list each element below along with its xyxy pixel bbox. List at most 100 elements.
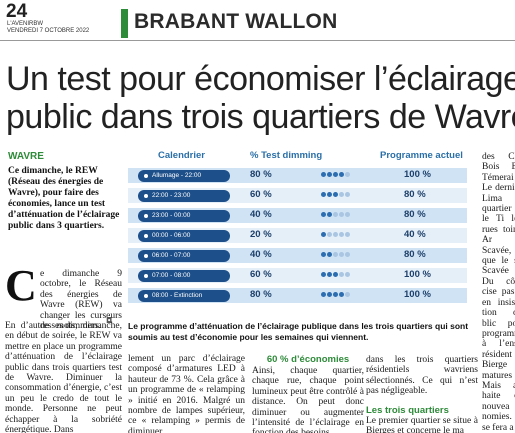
level-dot (327, 232, 332, 237)
level-dot (345, 172, 350, 177)
level-dot (339, 292, 344, 297)
current-program-value: 40 % (404, 229, 426, 240)
level-dot (345, 252, 350, 257)
level-dot (327, 252, 332, 257)
time-slot-label: 22:00 - 23:00 (152, 191, 191, 199)
test-dimming-value: 40 % (250, 209, 272, 220)
bullet-icon (144, 233, 148, 238)
level-dot (333, 172, 338, 177)
body-column-3: Ainsi, chaque quartier, chaque rue, chaq… (252, 366, 364, 433)
headline-line-2: public dans trois quartiers de Wavre (6, 98, 515, 136)
level-dot (339, 192, 344, 197)
camera-icon: ◘ (106, 316, 113, 325)
level-dot (327, 212, 332, 217)
table-row: 07:00 - 08:00 60 % 100 % (128, 268, 467, 283)
test-dimming-value: 60 % (250, 189, 272, 200)
current-program-value: 100 % (404, 289, 431, 300)
table-row: 08:00 - Extinction 80 % 100 % (128, 288, 467, 303)
time-slot-label: Allumage - 22:00 (152, 171, 202, 179)
time-slot-label: 07:00 - 08:00 (152, 271, 191, 279)
level-dot (327, 192, 332, 197)
dimming-level-indicator (321, 192, 351, 199)
dimming-level-indicator (321, 232, 351, 239)
table-row: 22:00 - 23:00 60 % 80 % (128, 188, 467, 203)
publication-name: L'AVENIRBW (7, 21, 44, 27)
level-dot (345, 292, 350, 297)
level-dot (333, 292, 338, 297)
body-column-4: dans les trois quartiers résidentiels wa… (366, 355, 478, 397)
level-dot (339, 252, 344, 257)
level-dot (321, 172, 326, 177)
time-slot-pill: 07:00 - 08:00 (138, 269, 230, 282)
table-row: 23:00 - 00:00 40 % 80 % (128, 208, 467, 223)
current-program-value: 80 % (404, 249, 426, 260)
time-slot-label: 00:00 - 06:00 (152, 231, 191, 239)
header-divider (0, 40, 515, 41)
table-row: 06:00 - 07:00 40 % 80 % (128, 248, 467, 263)
current-program-value: 100 % (404, 169, 431, 180)
table-row: Allumage - 22:00 80 % 100 % (128, 168, 467, 183)
level-dot (321, 212, 326, 217)
body-column-4b: Le premier quartier se situe à Bierges e… (366, 416, 478, 433)
test-dimming-value: 20 % (250, 229, 272, 240)
time-slot-pill: 00:00 - 06:00 (138, 229, 230, 242)
level-dot (321, 272, 326, 277)
subhead-quartiers: Les trois quartiers (366, 405, 449, 416)
body-column-2: lement un parc d’éclairage composé d’arm… (128, 354, 245, 433)
level-dot (333, 272, 338, 277)
page-number: 24 (6, 1, 28, 22)
current-program-value: 80 % (404, 189, 426, 200)
subhead-economies: 60 % d’économies (266, 354, 350, 365)
time-slot-pill: 06:00 - 07:00 (138, 249, 230, 262)
intro-paragraph: Ce dimanche, le REW (Réseau des énergies… (8, 166, 120, 231)
bullet-icon (144, 173, 148, 178)
bullet-icon (144, 193, 148, 198)
level-dot (339, 232, 344, 237)
test-dimming-value: 80 % (250, 289, 272, 300)
level-dot (339, 272, 344, 277)
time-slot-label: 06:00 - 07:00 (152, 251, 191, 259)
time-slot-pill: 08:00 - Extinction (138, 289, 230, 302)
bullet-icon (144, 213, 148, 218)
test-dimming-value: 40 % (250, 249, 272, 260)
level-dot (345, 212, 350, 217)
bullet-icon (144, 273, 148, 278)
body-column-1-top: e dimanche 9 octobre, le Réseau des éner… (40, 269, 122, 332)
time-slot-label: 23:00 - 00:00 (152, 211, 191, 219)
table-row: 00:00 - 06:00 20 % 40 % (128, 228, 467, 243)
kicker: WAVRE (8, 151, 44, 162)
time-slot-pill: 23:00 - 00:00 (138, 209, 230, 222)
dimming-level-indicator (321, 212, 351, 219)
level-dot (327, 172, 332, 177)
time-slot-pill: Allumage - 22:00 (138, 169, 230, 182)
publication-date: VENDREDI 7 OCTOBRE 2022 (7, 28, 90, 34)
bullet-icon (144, 253, 148, 258)
level-dot (345, 232, 350, 237)
level-dot (327, 272, 332, 277)
test-dimming-value: 60 % (250, 269, 272, 280)
current-program-value: 100 % (404, 269, 431, 280)
time-slot-label: 08:00 - Extinction (152, 291, 203, 299)
section-marker (121, 9, 128, 38)
table-header-calendar: Calendrier (158, 150, 205, 161)
level-dot (333, 252, 338, 257)
level-dot (339, 212, 344, 217)
dimming-level-indicator (321, 172, 351, 179)
dimming-level-indicator (321, 272, 351, 279)
test-dimming-value: 80 % (250, 169, 272, 180)
current-program-value: 80 % (404, 209, 426, 220)
level-dot (327, 292, 332, 297)
dropcap: C (5, 261, 37, 310)
table-caption: Le programme d’atténuation de l’éclairag… (128, 321, 469, 342)
level-dot (321, 292, 326, 297)
section-title: BRABANT WALLON (134, 10, 338, 33)
table-header-program: Programme actuel (380, 150, 463, 161)
dimming-table: Calendrier % Test dimming Programme actu… (128, 148, 467, 316)
level-dot (333, 192, 338, 197)
level-dot (321, 252, 326, 257)
headline-line-1: Un test pour économiser l’éclairage (6, 60, 515, 98)
level-dot (321, 192, 326, 197)
dimming-level-indicator (321, 252, 351, 259)
table-header-dimming: % Test dimming (250, 150, 323, 161)
level-dot (333, 212, 338, 217)
